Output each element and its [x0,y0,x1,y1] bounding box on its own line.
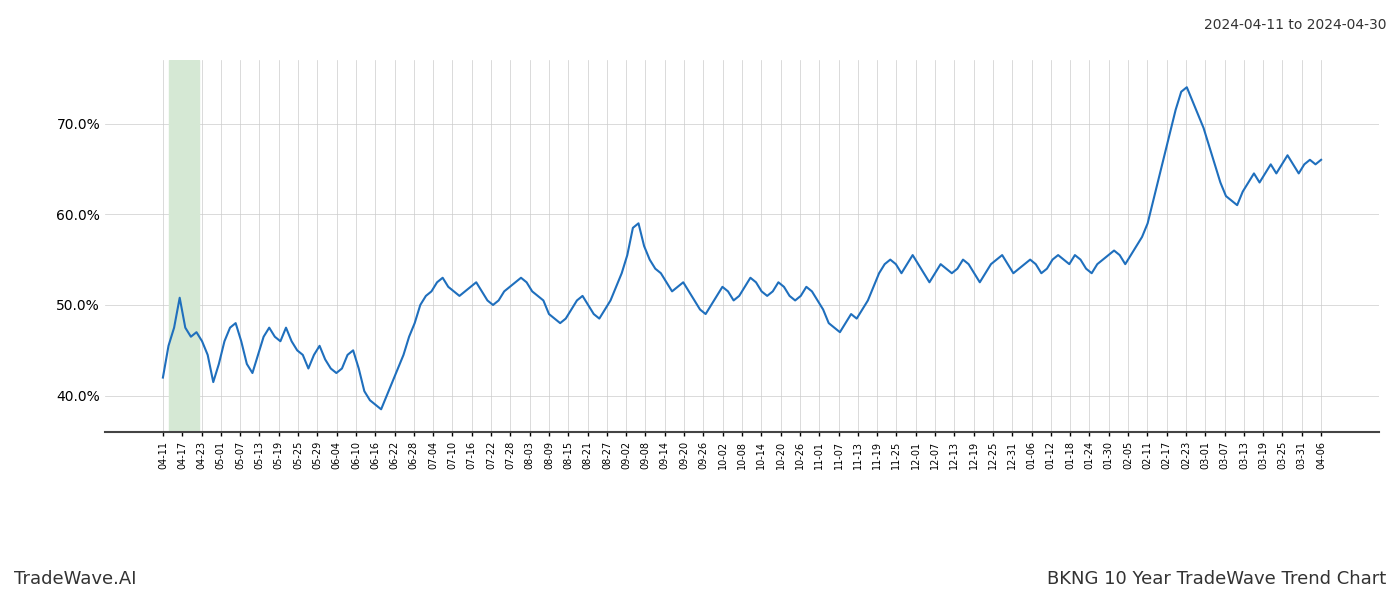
Text: BKNG 10 Year TradeWave Trend Chart: BKNG 10 Year TradeWave Trend Chart [1047,570,1386,588]
Text: 2024-04-11 to 2024-04-30: 2024-04-11 to 2024-04-30 [1204,18,1386,32]
Bar [168,60,199,432]
Text: TradeWave.AI: TradeWave.AI [14,570,137,588]
